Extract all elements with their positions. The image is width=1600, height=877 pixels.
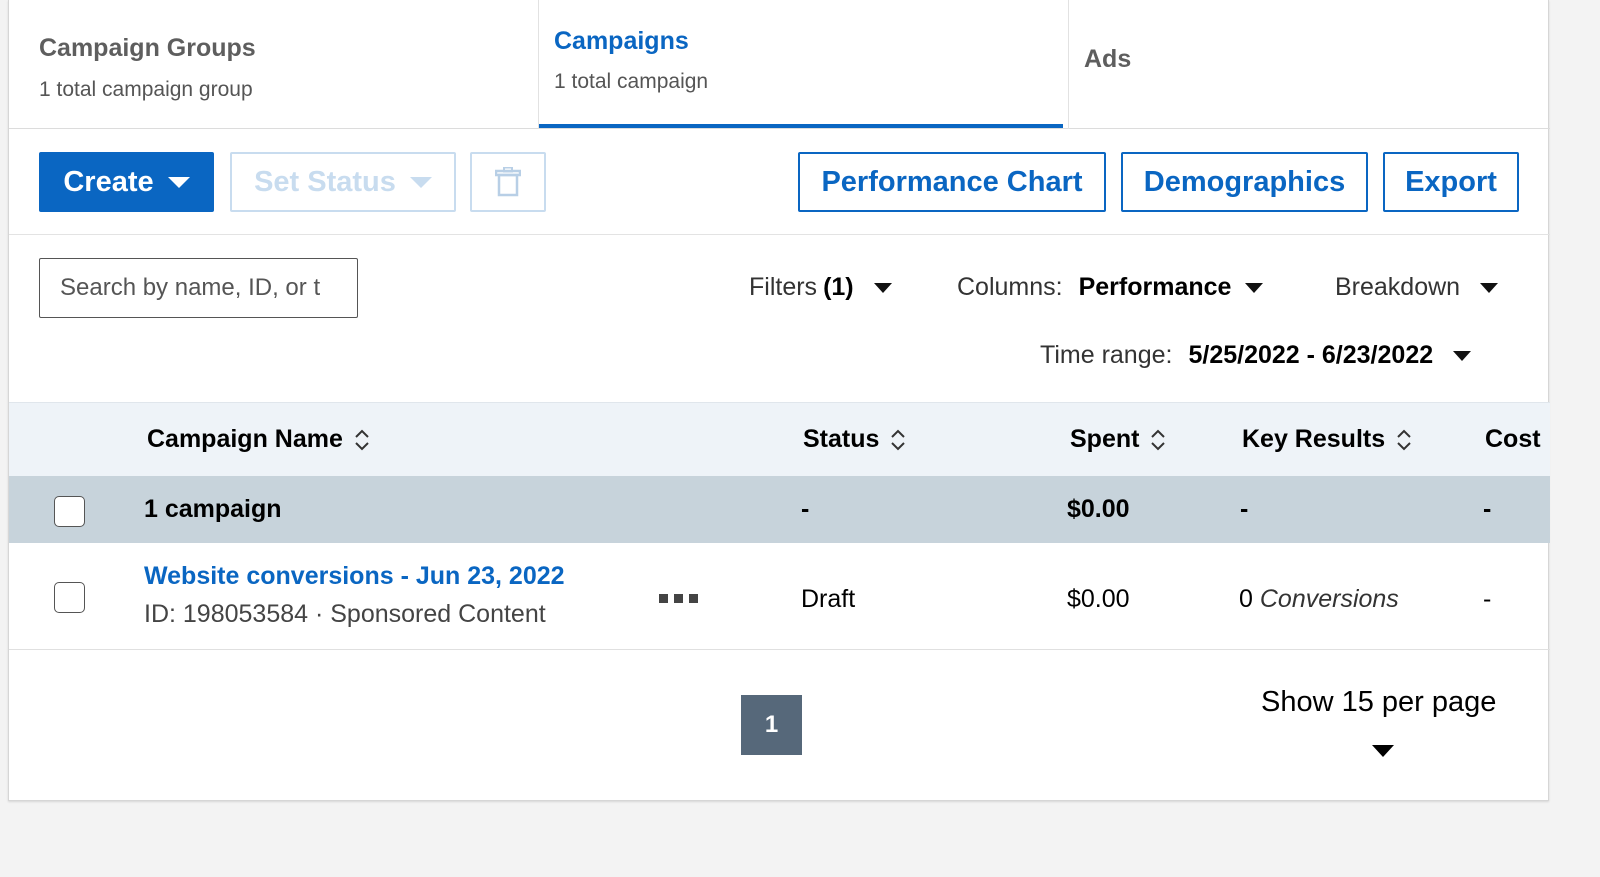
columns-dropdown[interactable]: Columns: Performance	[957, 273, 1264, 302]
more-actions-icon[interactable]	[659, 594, 698, 603]
filter-bar: Filters (1) Columns: Performance Breakdo…	[9, 235, 1550, 402]
table-row: Website conversions - Jun 23, 2022 ID: 1…	[9, 543, 1550, 650]
sort-icon	[1397, 429, 1411, 450]
column-header-spent[interactable]: Spent	[1070, 425, 1167, 454]
performance-chart-button[interactable]: Performance Chart	[798, 152, 1106, 212]
breakdown-dropdown[interactable]: Breakdown	[1335, 273, 1499, 302]
table-header: Campaign Name Status Spent Key Results C…	[9, 402, 1550, 476]
campaign-meta: ID: 198053584 · Sponsored Content	[144, 600, 546, 628]
column-header-label: Spent	[1070, 425, 1140, 453]
summary-label: 1 campaign	[144, 495, 282, 523]
summary-cost: -	[1483, 495, 1492, 523]
summary-status: -	[801, 495, 810, 523]
breakdown-label: Breakdown	[1335, 273, 1461, 301]
chevron-down-icon[interactable]	[1372, 745, 1394, 757]
tab-ads-title: Ads	[1084, 45, 1132, 73]
chevron-down-icon	[873, 282, 892, 293]
tab-campaigns-title: Campaigns	[554, 27, 689, 55]
campaign-key-results: 0 Conversions	[1239, 585, 1399, 614]
tab-campaign-groups-title: Campaign Groups	[39, 34, 256, 62]
row-checkbox[interactable]	[54, 582, 85, 613]
set-status-button[interactable]: Set Status	[230, 152, 456, 212]
trash-icon	[495, 167, 521, 197]
column-header-label: Key Results	[1242, 425, 1386, 453]
summary-key-results: -	[1240, 495, 1249, 523]
campaign-name-link[interactable]: Website conversions - Jun 23, 2022	[144, 562, 565, 590]
campaign-status: Draft	[801, 585, 856, 613]
key-results-count: 0	[1239, 585, 1253, 613]
time-range-dropdown[interactable]: Time range: 5/25/2022 - 6/23/2022	[1040, 341, 1472, 370]
select-all-checkbox[interactable]	[54, 496, 85, 527]
set-status-button-label: Set Status	[254, 165, 396, 198]
chevron-down-icon	[409, 176, 432, 188]
tab-campaigns[interactable]: Campaigns 1 total campaign	[539, 0, 1069, 129]
column-header-cost[interactable]: Cost	[1485, 425, 1541, 454]
filters-dropdown[interactable]: Filters (1)	[749, 273, 892, 302]
page-button-current[interactable]: 1	[741, 695, 802, 755]
demographics-button[interactable]: Demographics	[1121, 152, 1368, 212]
tab-campaign-groups[interactable]: Campaign Groups 1 total campaign group	[9, 0, 539, 129]
create-button-label: Create	[63, 165, 154, 198]
tab-campaign-groups-count: 1 total campaign group	[39, 78, 253, 101]
column-header-status[interactable]: Status	[803, 425, 907, 454]
filters-count: (1)	[823, 273, 854, 301]
chevron-down-icon	[167, 176, 190, 188]
tab-ads[interactable]: Ads	[1069, 0, 1549, 129]
campaign-manager-panel: Campaign Groups 1 total campaign group C…	[8, 0, 1550, 801]
time-range-label: Time range:	[1040, 341, 1173, 369]
action-toolbar: Create Set Status Performance Chart Demo…	[9, 129, 1550, 235]
filters-label: Filters	[749, 273, 818, 301]
active-tab-indicator	[539, 124, 1063, 128]
column-header-campaign-name[interactable]: Campaign Name	[147, 425, 371, 454]
sort-icon	[891, 429, 906, 450]
column-header-label: Campaign Name	[147, 425, 343, 453]
summary-spent: $0.00	[1067, 495, 1130, 523]
chevron-down-icon	[1480, 282, 1499, 293]
sort-icon	[1151, 429, 1166, 450]
chevron-down-icon	[1245, 282, 1264, 293]
create-button[interactable]: Create	[39, 152, 214, 212]
time-range-value: 5/25/2022 - 6/23/2022	[1188, 341, 1434, 369]
column-header-label: Cost	[1485, 425, 1541, 453]
columns-value: Performance	[1078, 273, 1232, 301]
campaign-spent: $0.00	[1067, 585, 1130, 613]
per-page-dropdown[interactable]: Show 15 per page	[1261, 686, 1497, 718]
tab-campaigns-count: 1 total campaign	[554, 70, 709, 93]
export-button[interactable]: Export	[1383, 152, 1519, 212]
summary-row: 1 campaign - $0.00 - -	[9, 476, 1550, 543]
column-header-key-results[interactable]: Key Results	[1242, 425, 1413, 454]
delete-button[interactable]	[470, 152, 546, 212]
columns-label: Columns:	[957, 273, 1063, 301]
key-results-unit: Conversions	[1259, 585, 1399, 613]
search-input[interactable]	[39, 258, 358, 318]
chevron-down-icon	[1453, 350, 1472, 361]
campaign-cost: -	[1483, 585, 1492, 613]
sort-icon	[355, 429, 369, 450]
column-header-label: Status	[803, 425, 880, 453]
entity-tabs: Campaign Groups 1 total campaign group C…	[9, 0, 1550, 129]
